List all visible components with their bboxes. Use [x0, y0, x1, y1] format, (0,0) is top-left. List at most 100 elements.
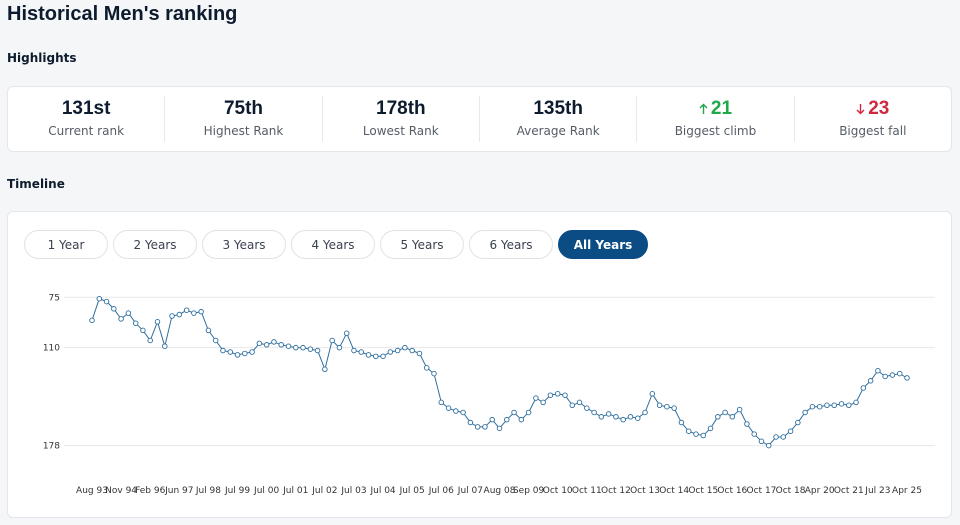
x-tick-label: Aug 93	[76, 486, 108, 496]
range-button[interactable]: 6 Years	[469, 230, 553, 259]
point	[234, 352, 241, 358]
range-button[interactable]: 4 Years	[291, 230, 375, 259]
point	[220, 347, 226, 354]
x-tick-label: Oct 16	[717, 486, 747, 496]
point	[431, 370, 437, 377]
point	[758, 438, 765, 445]
range-button[interactable]: 5 Years	[380, 230, 464, 259]
x-tick-label: Oct 11	[572, 486, 602, 496]
point	[729, 414, 736, 420]
highlight-value: 21	[637, 96, 793, 122]
point	[678, 419, 685, 426]
point	[423, 365, 430, 371]
section-title: Highlights	[7, 51, 77, 65]
point	[438, 399, 445, 406]
point	[322, 366, 328, 373]
x-tick-label: Oct 13	[630, 486, 660, 496]
x-tick-label: Feb 96	[135, 486, 166, 496]
point	[511, 409, 517, 416]
point	[329, 337, 335, 344]
point	[707, 425, 714, 432]
x-tick-label: Oct 17	[747, 486, 777, 496]
point	[191, 310, 197, 316]
y-tick-label: 75	[49, 293, 60, 303]
point	[671, 405, 677, 411]
point	[780, 434, 787, 440]
point	[598, 414, 605, 420]
point	[591, 409, 597, 416]
point	[256, 340, 263, 347]
point	[474, 424, 481, 430]
page-title: Historical Men's ranking	[7, 3, 238, 25]
point	[496, 425, 503, 432]
point	[154, 319, 161, 325]
highlights-card: 131st Current rank 75th Highest Rank 178th Lo…	[7, 86, 952, 152]
point	[445, 405, 452, 411]
highlight-item: 178th Lowest Rank	[323, 96, 480, 142]
point	[307, 346, 314, 352]
highlight-value: 23	[795, 96, 951, 122]
range-button[interactable]: 1 Year	[24, 230, 108, 259]
highlight-label: Biggest climb	[674, 124, 757, 138]
point	[824, 402, 830, 409]
point	[831, 402, 837, 409]
point	[795, 419, 801, 426]
point	[889, 372, 896, 378]
point	[380, 353, 386, 360]
highlight-label: Biggest fall	[839, 124, 907, 138]
point	[853, 399, 859, 406]
x-tick-label: Sep 09	[513, 486, 545, 496]
highlight-value: 131st	[8, 96, 164, 122]
point	[169, 313, 175, 319]
arrow	[699, 103, 708, 114]
point	[846, 402, 852, 409]
point	[809, 403, 816, 410]
highlight-item: 135th Average Rank	[480, 96, 638, 142]
point	[147, 337, 153, 344]
highlight-label: Lowest Rank	[362, 124, 439, 138]
point	[700, 432, 707, 439]
arrow-icon	[856, 104, 865, 115]
point	[409, 347, 415, 354]
point	[343, 330, 350, 337]
point	[402, 344, 408, 351]
point	[460, 409, 466, 416]
point	[765, 442, 772, 449]
point	[802, 409, 808, 416]
x-tick-label: Jul 04	[369, 486, 395, 496]
range-buttons: 1 Year 2 Years 3 Years 4 Years 5 Years 6 Year…	[24, 230, 648, 259]
highlight-value: 135th	[480, 96, 636, 122]
point	[373, 353, 379, 360]
point	[300, 344, 306, 351]
x-tick-label: Jul 02	[311, 486, 337, 496]
point	[293, 344, 299, 351]
point	[882, 373, 888, 380]
point	[482, 424, 488, 430]
point	[744, 421, 750, 427]
point	[896, 370, 903, 377]
range-button[interactable]: 3 Years	[202, 230, 286, 259]
x-tick-label: Jul 05	[399, 486, 425, 496]
point	[620, 416, 626, 423]
point	[365, 352, 372, 358]
x-tick-label: Aug 08	[484, 486, 516, 496]
point	[351, 347, 357, 354]
x-tick-label: Oct 21	[834, 486, 864, 496]
point	[314, 347, 321, 354]
range-button[interactable]: All Years	[558, 230, 648, 259]
point	[387, 349, 394, 355]
x-tick-label: Jul 00	[253, 486, 279, 496]
highlight-item: 21 Biggest climb	[637, 96, 795, 142]
point	[715, 414, 721, 420]
point	[489, 416, 495, 423]
point	[205, 327, 212, 334]
point	[103, 298, 110, 305]
point	[242, 350, 248, 357]
point	[576, 399, 583, 406]
point	[649, 391, 656, 397]
point	[125, 310, 132, 316]
x-tick-label: Jul 99	[224, 486, 250, 496]
point	[605, 411, 612, 417]
range-button[interactable]: 2 Years	[113, 230, 197, 259]
